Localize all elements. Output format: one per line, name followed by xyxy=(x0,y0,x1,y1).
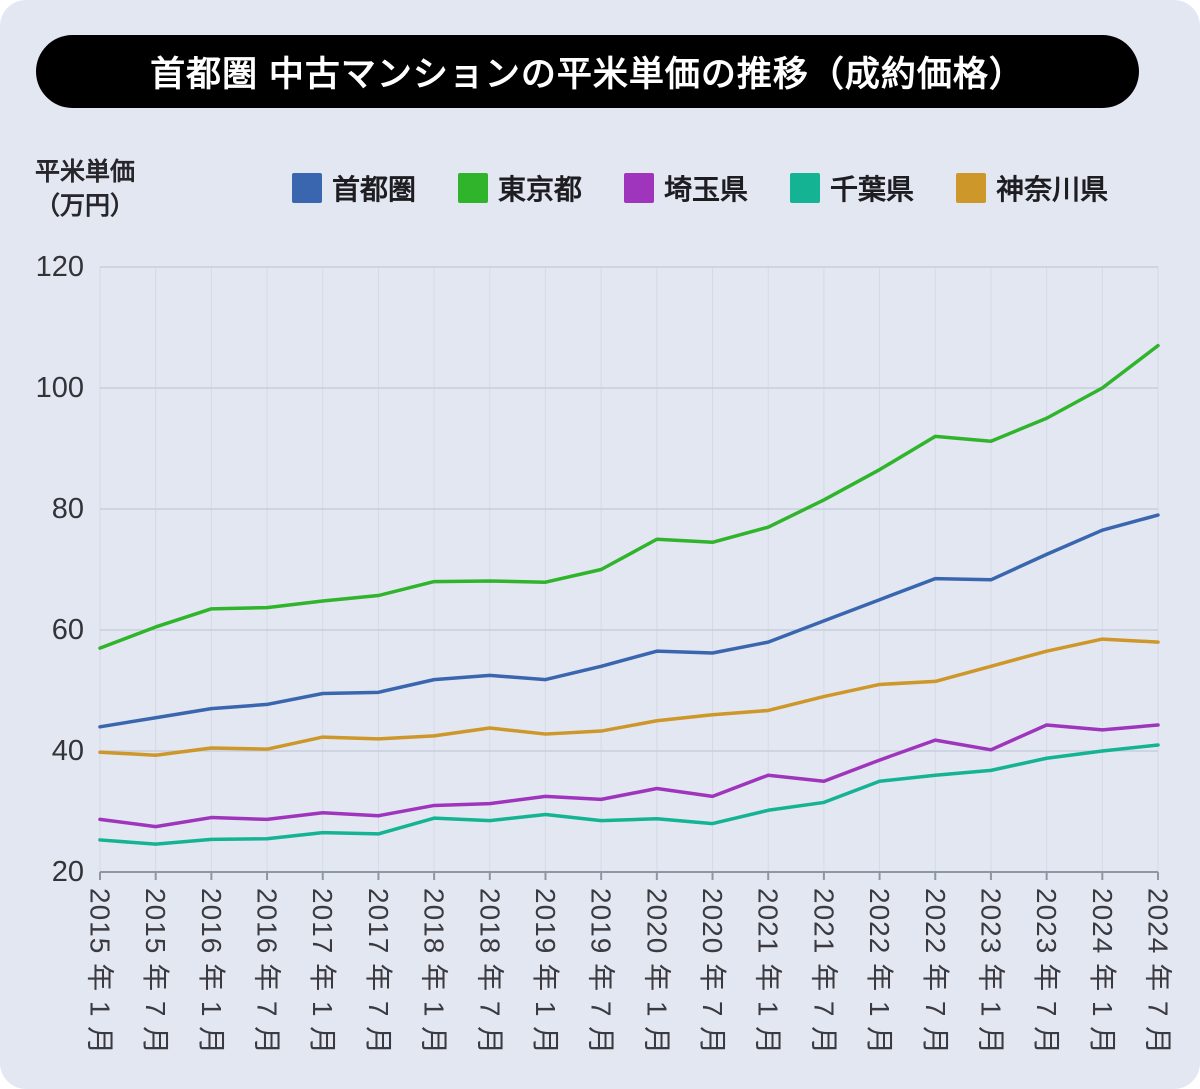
legend-label: 東京都 xyxy=(498,174,583,205)
x-tick-label: 2018 年 7 月 xyxy=(474,888,505,1055)
legend-swatch-icon xyxy=(624,173,655,203)
x-tick-label: 2016 年 1 月 xyxy=(196,888,227,1055)
x-tick-label: 2020 年 1 月 xyxy=(641,888,672,1055)
y-tick-label: 60 xyxy=(52,614,84,646)
x-tick-label: 2015 年 1 月 xyxy=(85,888,116,1055)
x-tick-label: 2023 年 1 月 xyxy=(975,888,1006,1055)
x-tick-label: 2016 年 7 月 xyxy=(252,888,283,1055)
y-tick-label: 80 xyxy=(52,493,84,525)
x-tick-label: 2021 年 1 月 xyxy=(753,888,784,1055)
legend-item: 埼玉県 xyxy=(624,168,748,208)
series-line-千葉県 xyxy=(98,743,1160,846)
x-tick-label: 2024 年 1 月 xyxy=(1087,888,1118,1055)
y-tick-label: 40 xyxy=(52,735,84,767)
legend-item: 首都圏 xyxy=(292,168,416,208)
y-tick-label: 20 xyxy=(52,856,84,888)
legend-item: 東京都 xyxy=(458,168,582,208)
legend-swatch-icon xyxy=(292,173,322,203)
series-line-神奈川県 xyxy=(98,637,1160,757)
chart-legend: 首都圏 東京都 埼玉県 千葉県 神奈川県 xyxy=(292,168,1108,208)
legend-label: 首都圏 xyxy=(332,174,417,205)
legend-item: 神奈川県 xyxy=(956,168,1108,208)
y-axis-caption: 平米単価 （万円） xyxy=(35,156,135,224)
x-tick-label: 2017 年 1 月 xyxy=(307,888,338,1055)
legend-item: 千葉県 xyxy=(790,168,914,208)
x-tick-label: 2019 年 1 月 xyxy=(530,888,561,1055)
series-line-東京都 xyxy=(98,343,1160,650)
x-tick-label: 2023 年 7 月 xyxy=(1031,888,1062,1055)
chart-title-pill: 首都圏 中古マンションの平米単価の推移（成約価格） xyxy=(36,35,1139,108)
legend-swatch-icon xyxy=(790,173,821,203)
chart-title: 首都圏 中古マンションの平米単価の推移（成約価格） xyxy=(150,55,1025,94)
x-tick-label: 2017 年 7 月 xyxy=(363,888,394,1055)
legend-label: 埼玉県 xyxy=(664,174,749,205)
x-tick-label: 2015 年 7 月 xyxy=(140,888,171,1055)
series-line-首都圏 xyxy=(98,513,1160,729)
x-tick-label: 2019 年 7 月 xyxy=(586,888,617,1055)
x-tick-label: 2022 年 7 月 xyxy=(920,888,951,1055)
y-tick-label: 100 xyxy=(36,372,84,404)
x-tick-label: 2024 年 7 月 xyxy=(1143,888,1174,1055)
series-line-埼玉県 xyxy=(98,723,1160,829)
y-axis-caption-line1: 平米単価 xyxy=(35,158,136,186)
legend-label: 神奈川県 xyxy=(996,174,1109,205)
x-tick-label: 2020 年 7 月 xyxy=(697,888,728,1055)
legend-swatch-icon xyxy=(458,173,489,203)
legend-swatch-icon xyxy=(956,173,987,203)
x-tick-label: 2018 年 1 月 xyxy=(419,888,450,1055)
x-tick-label: 2021 年 7 月 xyxy=(808,888,839,1055)
y-tick-label: 120 xyxy=(36,251,84,283)
x-tick-label: 2022 年 1 月 xyxy=(864,888,895,1055)
y-axis-caption-line2: （万円） xyxy=(35,191,136,220)
legend-label: 千葉県 xyxy=(830,174,915,205)
